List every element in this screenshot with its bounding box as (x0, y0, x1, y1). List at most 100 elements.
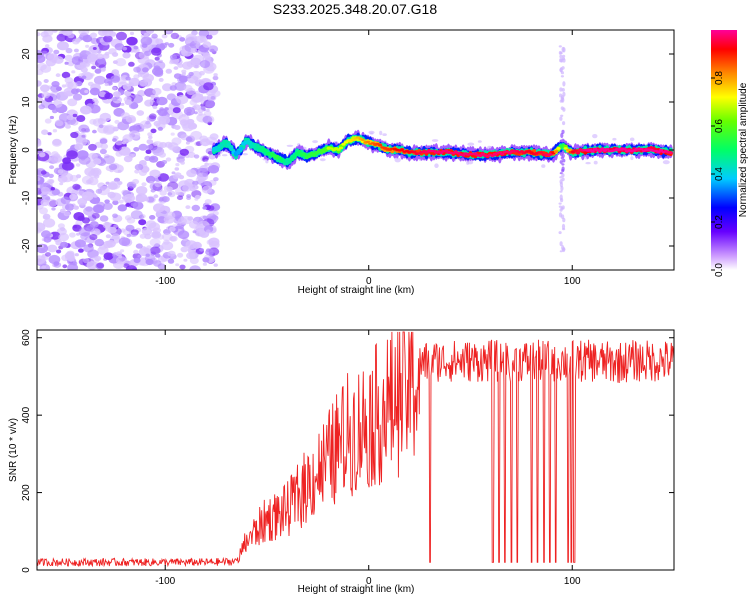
noise-blob (92, 204, 104, 213)
noise-blob (53, 56, 64, 64)
noise-blob (122, 83, 132, 91)
noise-blob (120, 112, 130, 120)
noise-blob (123, 155, 133, 163)
noise-blob (124, 99, 132, 106)
noise-blob (60, 196, 71, 205)
stripe-blob (559, 179, 563, 185)
noise-blob (202, 155, 209, 161)
scatter-blob (612, 137, 617, 141)
ridge-cell (539, 151, 544, 154)
scatter-blob (382, 133, 387, 137)
noise-blob (78, 155, 91, 165)
colorbar-gradient (711, 30, 737, 270)
noise-blob (202, 206, 207, 210)
noise-blob (91, 65, 97, 70)
noise-blob (148, 135, 153, 140)
stripe-blob (562, 81, 566, 87)
noise-blob (99, 138, 108, 145)
ridge-cell (236, 149, 241, 155)
noise-blob (47, 244, 58, 253)
snr-panel: -100 0 100 0 200 400 600 Height of straight li… (8, 329, 675, 595)
noise-blob (52, 30, 58, 33)
colorbar: 0.0 0.2 0.4 0.6 0.8 Normalized spectral ampl… (711, 30, 749, 277)
noise-blob (153, 260, 162, 267)
noise-blob (56, 249, 62, 254)
noise-blob (53, 49, 60, 55)
noise-blob (152, 105, 158, 109)
noise-blob (171, 171, 176, 175)
noise-blob (155, 253, 161, 258)
stripe-blob (562, 248, 566, 251)
noise-blob (211, 90, 221, 97)
noise-blob (55, 120, 64, 127)
noise-blob (159, 142, 168, 148)
noise-blob (98, 124, 104, 129)
stripe-blob (559, 87, 563, 92)
noise-blob (167, 250, 176, 257)
noise-blob (147, 132, 153, 137)
noise-blob (59, 208, 66, 214)
noise-blob (115, 251, 123, 257)
snr-xtick-label: 0 (366, 576, 372, 587)
noise-blob (104, 82, 109, 87)
noise-blob (185, 205, 191, 210)
noise-blob (81, 191, 94, 201)
noise-blob (118, 237, 131, 247)
noise-blob (75, 174, 82, 179)
noise-blob (88, 170, 98, 178)
noise-blob (158, 77, 164, 82)
noise-blob (168, 60, 174, 65)
noise-blob (187, 151, 196, 158)
stripe-blob (562, 228, 566, 231)
colorbar-tick-label: 0.2 (714, 215, 725, 229)
scatter-blob (368, 130, 375, 134)
noise-blob (153, 120, 161, 127)
noise-blob (212, 75, 219, 81)
noise-blob (187, 39, 192, 44)
noise-blob (174, 167, 180, 171)
snr-ylabel: SNR (10 * v/v) (8, 418, 19, 482)
scatter-blob (592, 134, 598, 139)
noise-blob (60, 241, 69, 248)
noise-blob (93, 75, 106, 85)
noise-blob (126, 233, 131, 238)
scatter-blob (242, 153, 248, 156)
noise-blob (159, 190, 167, 196)
stripe-blob (561, 214, 565, 219)
noise-blob (140, 30, 152, 35)
noise-blob (143, 32, 149, 37)
noise-blob (40, 170, 47, 175)
noise-blob (92, 47, 97, 50)
ridge-cell (556, 147, 561, 150)
noise-blob (196, 35, 207, 43)
noise-blob (37, 54, 46, 63)
noise-blob (104, 51, 110, 56)
noise-blob (87, 213, 92, 217)
figure-title: S233.2025.348.20.07.G18 (273, 1, 437, 17)
noise-blob (129, 31, 135, 36)
noise-blob (104, 92, 114, 100)
noise-blob (131, 94, 143, 104)
noise-blob (103, 202, 113, 210)
noise-blob (190, 130, 203, 140)
scatter-blob (379, 130, 383, 136)
noise-blob (41, 265, 47, 269)
noise-blob (49, 104, 57, 111)
noise-blob (156, 186, 163, 192)
noise-blob (163, 239, 170, 245)
noise-blob (37, 170, 43, 175)
noise-blob (151, 47, 162, 56)
noise-blob (130, 210, 143, 220)
noise-blob (40, 84, 50, 93)
noise-blob (156, 109, 161, 114)
scatter-blob (630, 156, 634, 161)
colorbar-label: Normalized spectral amplitude (738, 82, 749, 217)
noise-blob (182, 184, 192, 192)
noise-blob (64, 77, 74, 84)
ridge-cell (263, 148, 268, 153)
noise-blob (43, 218, 56, 228)
noise-blob (80, 67, 88, 73)
ridge-cell (341, 142, 346, 146)
noise-blob (94, 68, 102, 74)
